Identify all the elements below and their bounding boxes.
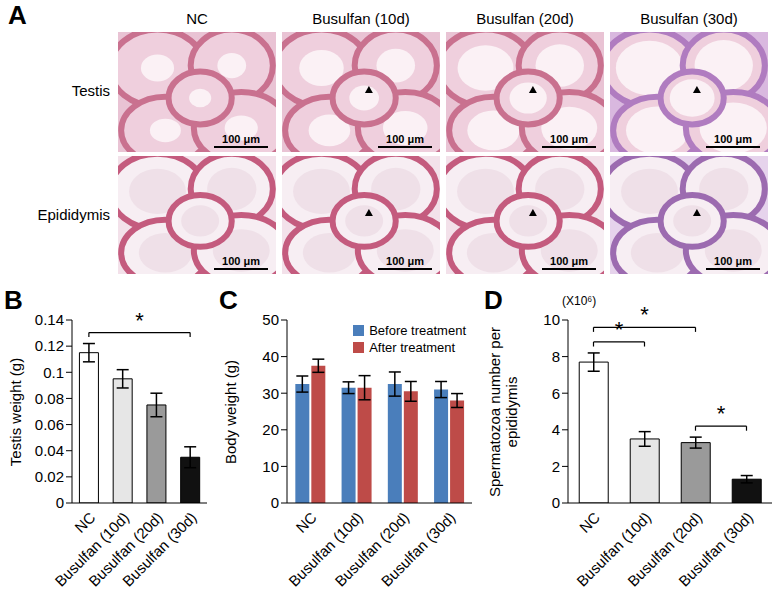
- svg-text:100 μm: 100 μm: [386, 255, 424, 267]
- svg-text:Busulfan (20d): Busulfan (20d): [476, 10, 574, 27]
- svg-text:Busulfan (10d): Busulfan (10d): [285, 508, 366, 590]
- svg-text:100 μm: 100 μm: [550, 255, 588, 267]
- svg-text:0: 0: [56, 494, 64, 511]
- svg-text:0: 0: [552, 494, 560, 511]
- html-text:Body weight (g): Body weight (g): [221, 359, 239, 464]
- svg-text:*: *: [640, 302, 649, 327]
- svg-text:Busulfan (10d): Busulfan (10d): [573, 508, 655, 590]
- html-text:Spermatozoa number per epididy: Spermatozoa number per epididymis: [486, 326, 520, 497]
- svg-text:Busulfan (30d): Busulfan (30d): [119, 509, 200, 590]
- svg-text:0.14: 0.14: [35, 311, 64, 328]
- svg-text:Testis: Testis: [72, 82, 110, 99]
- html-text:Before treatment: Before treatment: [369, 323, 466, 338]
- svg-text:0: 0: [271, 494, 279, 511]
- svg-text:100 μm: 100 μm: [714, 255, 752, 267]
- svg-text:30: 30: [262, 385, 279, 402]
- svg-text:Busulfan (20d): Busulfan (20d): [85, 508, 166, 590]
- svg-text:NC: NC: [71, 509, 98, 536]
- svg-text:*: *: [717, 401, 726, 426]
- svg-text:NC: NC: [292, 509, 319, 536]
- svg-text:Busulfan (20d): Busulfan (20d): [331, 508, 413, 590]
- svg-text:A: A: [8, 0, 27, 30]
- svg-text:*: *: [135, 308, 144, 333]
- svg-text:0.02: 0.02: [35, 468, 64, 485]
- svg-text:100 μm: 100 μm: [386, 133, 424, 145]
- svg-text:2: 2: [552, 458, 560, 475]
- svg-text:20: 20: [262, 421, 279, 438]
- svg-text:100 μm: 100 μm: [550, 133, 588, 145]
- svg-text:Busulfan (30d): Busulfan (30d): [675, 509, 756, 590]
- svg-text:NC: NC: [186, 10, 208, 27]
- svg-text:6: 6: [552, 385, 560, 402]
- svg-text:Epididymis: Epididymis: [37, 206, 110, 223]
- svg-text:100 μm: 100 μm: [714, 133, 752, 145]
- svg-text:10: 10: [543, 311, 560, 328]
- html-text:D: D: [484, 285, 503, 315]
- svg-text:NC: NC: [576, 509, 603, 536]
- svg-text:4: 4: [552, 421, 560, 438]
- html-text:(X10⁶): (X10⁶): [562, 294, 597, 308]
- html-text:B: B: [4, 285, 23, 315]
- html-text:Testis weight (g): Testis weight (g): [6, 357, 24, 466]
- svg-text:Busulfan (20d): Busulfan (20d): [624, 508, 706, 590]
- svg-text:8: 8: [552, 348, 560, 365]
- svg-text:Busulfan (10d): Busulfan (10d): [312, 10, 410, 27]
- svg-text:Busulfan (30d): Busulfan (30d): [640, 10, 738, 27]
- svg-text:10: 10: [262, 458, 279, 475]
- svg-text:*: *: [615, 317, 624, 342]
- svg-text:100 μm: 100 μm: [222, 255, 260, 267]
- svg-text:0.06: 0.06: [35, 416, 64, 433]
- svg-text:0.12: 0.12: [35, 337, 64, 354]
- svg-text:50: 50: [262, 311, 279, 328]
- svg-text:0.1: 0.1: [43, 364, 64, 381]
- html-text:After treatment: After treatment: [369, 340, 456, 355]
- svg-text:0.08: 0.08: [35, 390, 64, 407]
- svg-text:Busulfan (30d): Busulfan (30d): [378, 509, 459, 590]
- html-text:C: C: [219, 285, 238, 315]
- svg-text:0.04: 0.04: [35, 442, 64, 459]
- svg-text:40: 40: [262, 348, 279, 365]
- svg-text:100 μm: 100 μm: [222, 133, 260, 145]
- svg-text:Busulfan (10d): Busulfan (10d): [51, 508, 133, 590]
